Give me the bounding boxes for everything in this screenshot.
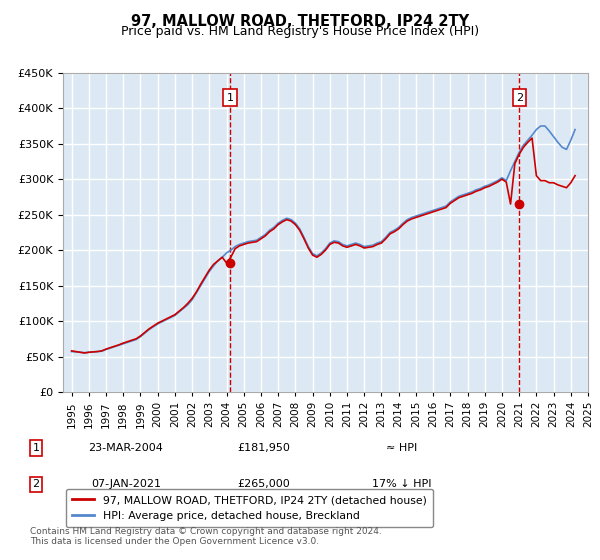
- Text: £265,000: £265,000: [238, 479, 290, 489]
- Text: Price paid vs. HM Land Registry's House Price Index (HPI): Price paid vs. HM Land Registry's House …: [121, 25, 479, 38]
- Text: 2: 2: [32, 479, 40, 489]
- Text: 97, MALLOW ROAD, THETFORD, IP24 2TY: 97, MALLOW ROAD, THETFORD, IP24 2TY: [131, 14, 469, 29]
- Text: 2: 2: [516, 92, 523, 102]
- Text: 1: 1: [227, 92, 234, 102]
- Text: ≈ HPI: ≈ HPI: [386, 443, 418, 453]
- Text: 07-JAN-2021: 07-JAN-2021: [91, 479, 161, 489]
- Text: 23-MAR-2004: 23-MAR-2004: [89, 443, 163, 453]
- Legend: 97, MALLOW ROAD, THETFORD, IP24 2TY (detached house), HPI: Average price, detach: 97, MALLOW ROAD, THETFORD, IP24 2TY (det…: [66, 489, 433, 527]
- Text: 17% ↓ HPI: 17% ↓ HPI: [372, 479, 432, 489]
- Text: £181,950: £181,950: [238, 443, 290, 453]
- Text: Contains HM Land Registry data © Crown copyright and database right 2024.
This d: Contains HM Land Registry data © Crown c…: [30, 526, 382, 546]
- Text: 1: 1: [32, 443, 40, 453]
